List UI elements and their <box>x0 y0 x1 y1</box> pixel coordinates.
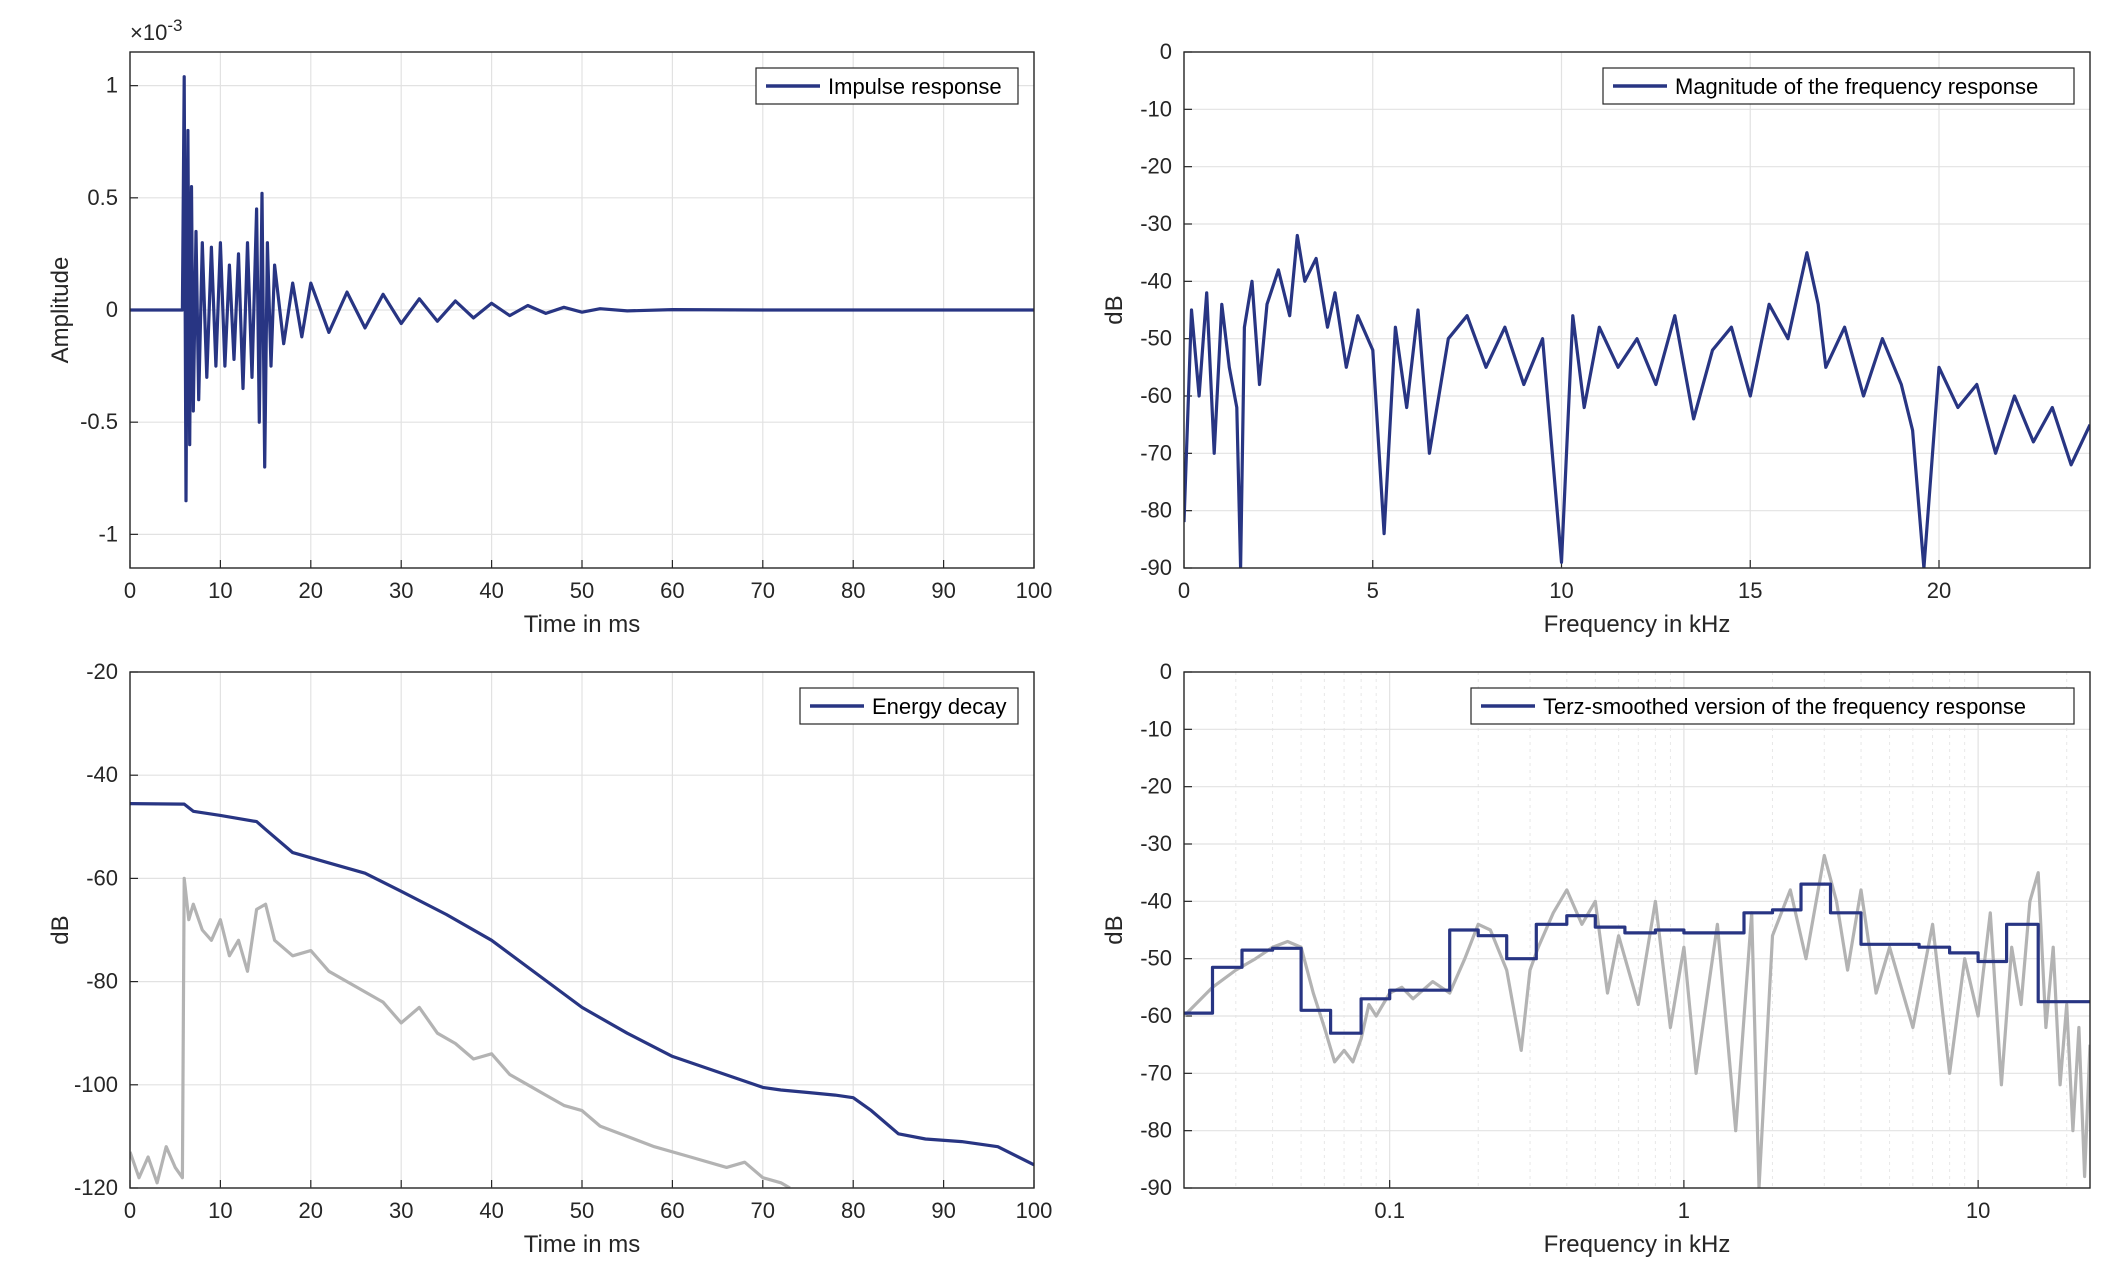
series-line-primary <box>130 75 1034 503</box>
x-tick-label: 1 <box>1678 1198 1690 1223</box>
y-tick-label: -20 <box>86 659 118 684</box>
x-tick-label: 100 <box>1016 578 1053 603</box>
plot-energy-decay: 0 10 20 30 40 50 60 70 80 90 100 -20 -40 -60 -80 -100 -1… <box>47 659 1052 1258</box>
y-tick-label: 0 <box>1160 659 1172 684</box>
series-line-secondary <box>1184 853 2090 1188</box>
x-tick-label: 90 <box>931 578 955 603</box>
y-exponent-power: -3 <box>167 16 182 35</box>
x-tick-label: 5 <box>1367 578 1379 603</box>
y-tick-label: -90 <box>1140 1175 1172 1200</box>
y-axis-label: Amplitude <box>47 257 74 364</box>
x-tick-label: 30 <box>389 578 413 603</box>
y-tick-label: -30 <box>1140 831 1172 856</box>
y-tick-label: -80 <box>1140 1118 1172 1143</box>
x-tick-label: 10 <box>1966 1198 1990 1223</box>
y-tick-label: -60 <box>1140 383 1172 408</box>
x-tick-label: 0 <box>1178 578 1190 603</box>
y-tick-label: 1 <box>106 73 118 98</box>
x-tick-label: 10 <box>208 1198 232 1223</box>
x-axis-label: Frequency in kHz <box>1544 1231 1731 1258</box>
x-axis-label: Frequency in kHz <box>1544 611 1731 638</box>
y-tick-label: -50 <box>1140 326 1172 351</box>
y-tick-label: -40 <box>1140 888 1172 913</box>
plot-area <box>1184 672 2090 1188</box>
x-tick-label: 90 <box>931 1198 955 1223</box>
x-tick-label: 40 <box>479 1198 503 1223</box>
x-tick-label: 10 <box>1549 578 1573 603</box>
x-tick-label: 100 <box>1016 1198 1053 1223</box>
y-axis-label: dB <box>1101 915 1128 944</box>
y-tick-label: -0.5 <box>80 409 118 434</box>
y-tick-label: -40 <box>1140 268 1172 293</box>
y-tick-label: -70 <box>1140 1060 1172 1085</box>
x-tick-label: 60 <box>660 578 684 603</box>
y-tick-label: -90 <box>1140 555 1172 580</box>
y-tick-label: -80 <box>86 969 118 994</box>
series-line-primary <box>1184 882 2090 1035</box>
legend-entry: Impulse response <box>828 74 1002 99</box>
x-tick-label: 20 <box>299 578 323 603</box>
y-tick-label: -70 <box>1140 440 1172 465</box>
y-tick-label: -80 <box>1140 498 1172 523</box>
y-tick-label: -60 <box>86 865 118 890</box>
x-tick-label: 0 <box>124 1198 136 1223</box>
y-tick-label: -20 <box>1140 774 1172 799</box>
plot-frequency-magnitude: 0 5 10 15 20 0 -10 -20 -30 -40 -50 -60 -70 -80 -90 Freq… <box>1101 39 2091 638</box>
plot-frame <box>1183 671 2091 1189</box>
legend-entry: Terz-smoothed version of the frequency r… <box>1543 694 2026 719</box>
x-axis-label: Time in ms <box>524 611 640 638</box>
y-tick-label: -50 <box>1140 946 1172 971</box>
legend-entry: Magnitude of the frequency response <box>1675 74 2038 99</box>
y-tick-label: -10 <box>1140 96 1172 121</box>
y-tick-label: -120 <box>74 1175 118 1200</box>
plot-terz-smoothed: 0.1 1 10 0 -10 -20 -30 -40 -50 -60 -70 -80 -90 Freque… <box>1101 659 2091 1258</box>
y-tick-label: -40 <box>86 762 118 787</box>
legend-entry: Energy decay <box>872 694 1007 719</box>
x-tick-label: 50 <box>570 578 594 603</box>
y-tick-label: -100 <box>74 1072 118 1097</box>
x-tick-label: 15 <box>1738 578 1762 603</box>
y-axis-label: dB <box>1101 295 1128 324</box>
x-tick-label: 0 <box>124 578 136 603</box>
y-tick-label: 0 <box>106 297 118 322</box>
x-tick-label: 50 <box>570 1198 594 1223</box>
y-tick-label: -60 <box>1140 1003 1172 1028</box>
y-tick-label: 0 <box>1160 39 1172 64</box>
plot-area <box>1184 52 2090 568</box>
y-tick-label: -20 <box>1140 154 1172 179</box>
legend-box <box>1470 687 2075 725</box>
series-line-primary <box>1184 233 2090 568</box>
plot-frame <box>129 671 1035 1189</box>
x-tick-label: 60 <box>660 1198 684 1223</box>
x-tick-label: 70 <box>751 578 775 603</box>
x-tick-label: 20 <box>299 1198 323 1223</box>
x-tick-label: 80 <box>841 1198 865 1223</box>
plot-impulse-response: 0 10 20 30 40 50 60 70 80 90 100 -1 -0.5 0 0.5 1 Time in… <box>47 16 1052 638</box>
y-tick-label: -1 <box>98 521 118 546</box>
y-tick-label: -30 <box>1140 211 1172 236</box>
x-tick-label: 40 <box>479 578 503 603</box>
plot-frame <box>1183 51 2091 569</box>
y-tick-label: -10 <box>1140 716 1172 741</box>
y-exponent-label: ×10-3 <box>130 16 182 45</box>
y-axis-label: dB <box>47 915 74 944</box>
legend-box <box>1602 67 2075 105</box>
plot-frame <box>129 51 1035 569</box>
series-line-secondary <box>130 876 791 1188</box>
x-axis-label: Time in ms <box>524 1231 640 1258</box>
x-tick-label: 0.1 <box>1374 1198 1405 1223</box>
x-tick-label: 80 <box>841 578 865 603</box>
x-tick-label: 70 <box>751 1198 775 1223</box>
series-line-primary <box>130 802 1034 1167</box>
x-tick-label: 30 <box>389 1198 413 1223</box>
x-tick-label: 10 <box>208 578 232 603</box>
x-tick-label: 20 <box>1927 578 1951 603</box>
y-tick-label: 0.5 <box>87 185 118 210</box>
